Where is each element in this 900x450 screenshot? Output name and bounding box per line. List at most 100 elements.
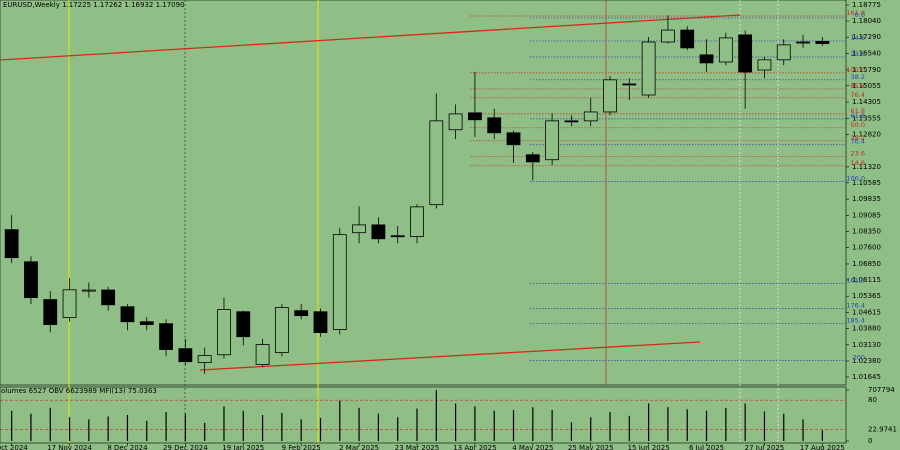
y2-tick-label: 707794: [868, 386, 895, 394]
candle-body: [525, 154, 540, 163]
candle-body: [4, 229, 19, 259]
candle-body: [313, 311, 328, 333]
y-tick-label: 1.09085: [852, 211, 881, 219]
candle-body: [680, 29, 695, 49]
candle-body: [217, 309, 231, 356]
y2-tick-label: 0: [868, 437, 872, 445]
fib-label: 50.0: [851, 121, 865, 129]
chart-title: EURUSD,Weekly 1.17225 1.17262 1.16932 1.…: [3, 1, 185, 9]
candle-body: [815, 40, 830, 44]
fib-label: 76.4: [851, 91, 865, 99]
fib-label: 38.2: [851, 73, 865, 81]
x-tick-label: Oct 2024: [0, 444, 28, 450]
fib-label: 100.0: [846, 175, 865, 183]
indicator-title: olumes 6527 OBV 6623989 MFI(13) 75.0363: [1, 387, 157, 395]
x-tick-label: 19 Jan 2025: [222, 444, 264, 450]
fib-label: 0.0: [855, 11, 865, 19]
x-tick-label: 8 Dec 2024: [107, 444, 148, 450]
candle-body: [776, 44, 791, 61]
candle-body: [197, 355, 212, 363]
candle-body: [603, 79, 617, 113]
fib-label: 38.2: [851, 134, 865, 142]
candle-body: [410, 206, 424, 238]
y-tick-label: 1.06115: [852, 276, 881, 284]
x-tick-label: 25 May 2025: [568, 444, 614, 450]
y-tick-label: 1.06850: [852, 260, 881, 268]
fib-label: 161.8: [846, 9, 865, 17]
candle-body: [487, 117, 502, 134]
y-tick-label: 1.05365: [852, 292, 881, 300]
x-tick-label: 15 Jun 2025: [628, 444, 670, 450]
candle-body: [371, 224, 386, 240]
candle-body: [159, 323, 173, 350]
x-tick-label: 29 Dec 2024: [163, 444, 208, 450]
candle-body: [661, 29, 675, 43]
candle-body: [43, 299, 58, 325]
candle-body: [718, 37, 733, 63]
candle-body: [641, 41, 656, 96]
x-tick-label: 4 May 2025: [512, 444, 553, 450]
fib-label: 14.6: [851, 159, 865, 167]
y-tick-label: 1.03880: [852, 324, 881, 332]
candle-body: [24, 261, 38, 299]
y-tick-label: 1.04615: [852, 309, 881, 317]
y-tick-label: 1.15790: [852, 66, 881, 74]
candle-body: [699, 54, 714, 64]
candle-body: [429, 120, 444, 206]
y-tick-label: 1.15055: [852, 82, 881, 90]
fib-label: 76.4: [851, 138, 865, 146]
fib-label: 14.6: [851, 34, 865, 42]
candle-body: [796, 41, 810, 44]
x-tick-label: 17 Aug 2025: [800, 444, 845, 450]
trend-line: [0, 14, 741, 61]
mfi-tick-label: 80: [868, 396, 877, 404]
y-tick-label: 1.18040: [852, 17, 881, 25]
candle-body: [622, 83, 637, 86]
trend-line: [199, 341, 701, 371]
candle-body: [120, 306, 135, 323]
candle-body: [332, 234, 347, 330]
fib-label: 23.6: [851, 50, 865, 58]
y-tick-label: 1.07600: [852, 244, 881, 252]
fib-label: 23.6: [851, 150, 865, 158]
mfi-tick-label: 22.9741: [868, 425, 897, 433]
y-tick-label: 1.09835: [852, 195, 881, 203]
candle-body: [101, 289, 116, 306]
candle-body: [352, 224, 366, 234]
candle-body: [757, 59, 772, 71]
x-tick-label: 9 Feb 2025: [282, 444, 321, 450]
y-tick-label: 1.10585: [852, 179, 881, 187]
candle-body: [390, 235, 405, 238]
price-panel: [0, 0, 847, 386]
y-tick-label: 1.13555: [852, 114, 881, 122]
fib-label: 176.4: [846, 301, 865, 309]
fib-label: 161.8: [846, 277, 865, 285]
x-tick-label: 6 Jul 2025: [689, 444, 724, 450]
candle-body: [448, 113, 463, 131]
candle-body: [294, 310, 309, 317]
y-tick-label: 1.01645: [852, 373, 881, 381]
y-tick-label: 1.02380: [852, 357, 881, 365]
candle-body: [545, 120, 560, 161]
fib-label: 185.4: [846, 317, 865, 325]
x-tick-label: 27 Jul 2025: [745, 444, 785, 450]
fib-label: 200: [853, 354, 865, 362]
y-tick-label: 1.18775: [852, 1, 881, 9]
candle-body: [564, 120, 579, 123]
candle-body: [236, 311, 251, 338]
y-tick-label: 1.11320: [852, 163, 881, 171]
candle-body: [468, 112, 482, 121]
y-tick-label: 1.14305: [852, 98, 881, 106]
x-tick-label: 17 Nov 2024: [47, 444, 92, 450]
fib-label: 61.8: [851, 107, 865, 115]
candle-body: [738, 34, 753, 73]
fib-label: 85.4: [851, 82, 865, 90]
y-tick-label: 1.08350: [852, 227, 881, 235]
fib-label: 61.8: [851, 112, 865, 120]
x-tick-label: 13 Apr 2025: [453, 444, 496, 450]
x-tick-label: 2 Mar 2025: [339, 444, 379, 450]
candle-body: [81, 289, 96, 292]
candle-body: [255, 344, 270, 365]
candle-body: [274, 307, 289, 353]
